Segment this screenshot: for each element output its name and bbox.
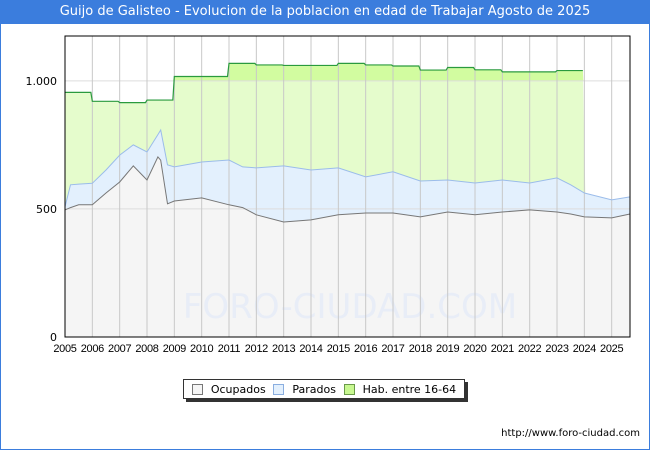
hab-line [65,62,583,104]
x-tick-label: 2019 [436,343,459,355]
x-tick-label: 2022 [518,343,541,355]
x-tick-label: 2009 [163,343,186,355]
watermark: FORO-CIUDAD.COM [183,287,517,327]
x-tick-label: 2025 [600,343,623,355]
legend-item-ocupados: Ocupados [191,382,266,396]
ocupados-area [65,156,630,337]
legend-label: Parados [292,382,336,396]
x-tick-label: 2007 [108,343,131,355]
legend-item-parados: Parados [273,383,336,396]
legend-item-hab: Hab. entre 16-64 [343,382,457,396]
x-tick-label: 2021 [491,343,514,355]
x-tick-label: 2013 [272,343,295,355]
x-tick-label: 2016 [354,343,377,355]
x-tick-label: 2011 [218,343,241,355]
x-tick-label: 2017 [381,343,404,355]
x-tick-label: 2012 [245,343,268,355]
source-url: http://www.foro-ciudad.com [501,428,640,439]
x-tick-label: 2005 [53,343,76,355]
x-tick-label: 2020 [463,343,486,355]
x-tick-label: 2006 [81,343,104,355]
x-tick-label: 2024 [573,343,596,355]
legend: Ocupados Parados Hab. entre 16-64 [183,379,465,399]
legend-swatch [191,383,203,395]
x-tick-label: 2023 [545,343,568,355]
legend-swatch [343,383,355,395]
x-tick-label: 2014 [299,343,322,355]
x-tick-label: 2018 [409,343,432,355]
y-tick-label: 500 [36,203,57,216]
x-tick-label: 2010 [190,343,213,355]
x-tick-label: 2015 [327,343,350,355]
chart-title: Guijo de Galisteo - Evolucion de la pobl… [0,0,650,24]
legend-label: Ocupados [210,382,266,396]
y-tick-label: 1.000 [26,75,58,88]
x-tick-label: 2008 [135,343,158,355]
parados-line [64,128,631,208]
ocupados-line [64,155,631,223]
legend-swatch [273,383,285,395]
legend-label: Hab. entre 16-64 [362,382,457,396]
plot-border [64,35,631,338]
y-tick-label: 0 [50,331,57,344]
